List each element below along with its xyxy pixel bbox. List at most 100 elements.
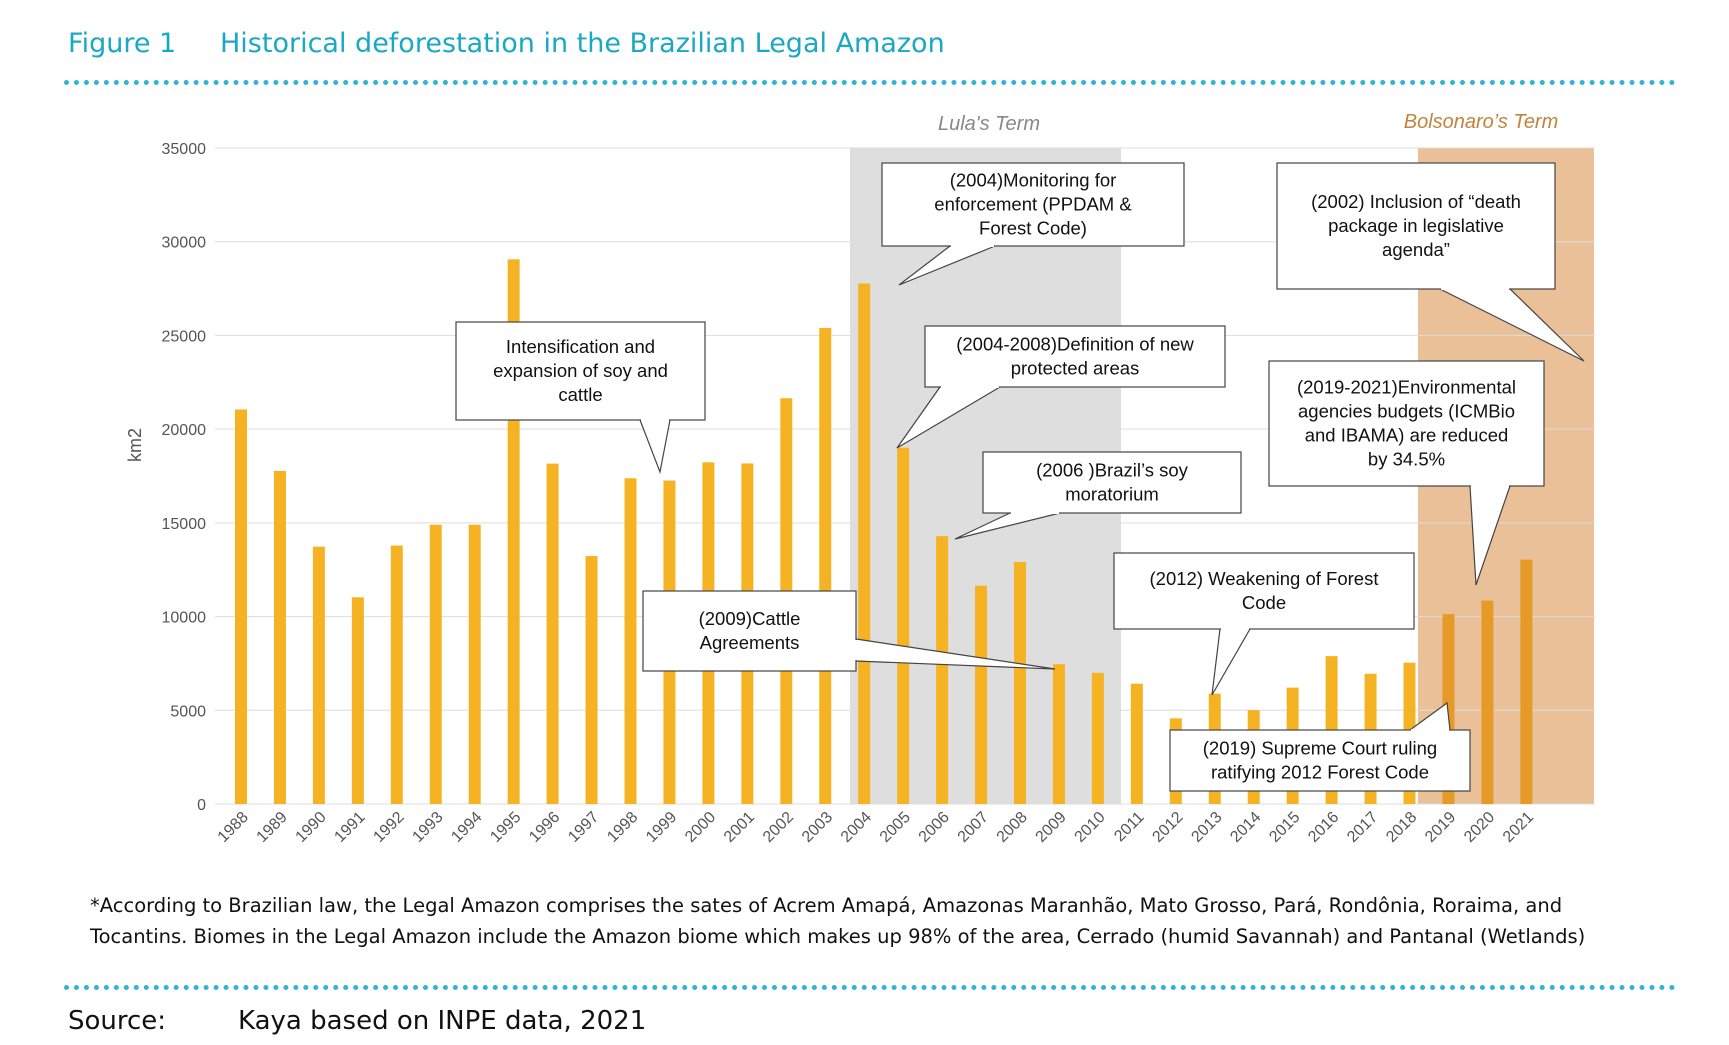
footnote: *According to Brazilian law, the Legal A…: [90, 890, 1690, 952]
bar-1991: [351, 597, 364, 804]
x-tick-label: 2021: [1500, 809, 1537, 846]
bar-2010: [1091, 672, 1104, 804]
x-tick-label: 1997: [565, 809, 602, 846]
x-tick-label: 2013: [1188, 809, 1225, 846]
bar-2006: [936, 536, 949, 804]
callout-text-cattle: Agreements: [700, 632, 800, 653]
figure-title: Historical deforestation in the Brazilia…: [220, 28, 945, 59]
x-tick-label: 2004: [838, 809, 875, 846]
x-tick-label: 2012: [1149, 809, 1186, 846]
callout-text-budgets: (2019-2021)Environmental: [1297, 377, 1516, 398]
x-tick-label: 2018: [1383, 809, 1420, 846]
x-tick-label: 2007: [955, 809, 992, 846]
x-tick-label: 2003: [799, 809, 836, 846]
figure-header: Figure 1 Historical deforestation in the …: [68, 28, 945, 59]
x-tick-label: 1992: [370, 809, 407, 846]
callout-text-ppdam: enforcement (PPDAM &: [934, 194, 1132, 215]
x-tick-label: 2001: [721, 809, 758, 846]
period-label-0: Lula's Term: [938, 113, 1040, 135]
callout-text-protected: (2004-2008)Definition of new: [956, 334, 1194, 355]
bar-2009: [1052, 664, 1065, 804]
source-text: Kaya based on INPE data, 2021: [238, 1006, 647, 1036]
x-tick-label: 2016: [1305, 809, 1342, 846]
callout-text-supreme: (2019) Supreme Court ruling: [1203, 738, 1437, 759]
callout-box-cattle: [642, 590, 857, 672]
footnote-line-1: *According to Brazilian law, the Legal A…: [90, 894, 1563, 917]
callout-text-weakening: (2012) Weakening of Forest: [1150, 568, 1379, 589]
y-tick-label: 15000: [162, 516, 207, 533]
callout-box-supreme: [1169, 729, 1471, 792]
x-tick-label: 1991: [331, 809, 368, 846]
bar-1997: [585, 556, 598, 804]
callout-text-soy: Intensification and: [506, 336, 655, 357]
callout-box-budgets: [1268, 360, 1545, 487]
callout-text-budgets: and IBAMA) are reduced: [1305, 425, 1509, 446]
bar-2021: [1520, 559, 1533, 804]
x-tick-label: 2006: [916, 809, 953, 846]
callout-text-weakening: Code: [1242, 592, 1286, 613]
x-tick-label: 2002: [760, 809, 797, 846]
bar-1993: [429, 524, 442, 804]
y-tick-label: 35000: [162, 141, 207, 158]
x-tick-label: 2017: [1344, 809, 1381, 846]
bar-2005: [897, 447, 910, 804]
x-tick-label: 2011: [1111, 809, 1147, 845]
x-tick-label: 2019: [1422, 809, 1459, 846]
bar-2011: [1130, 683, 1143, 804]
figure-number: Figure 1: [68, 28, 177, 59]
x-tick-label: 1999: [643, 809, 680, 846]
x-tick-label: 2010: [1072, 809, 1109, 846]
x-tick-label: 1996: [526, 809, 563, 846]
footnote-line-2: Tocantins. Biomes in the Legal Amazon in…: [90, 925, 1586, 948]
callout-box-death: [1276, 162, 1556, 290]
callout-box-ppdam: [881, 162, 1185, 247]
bar-2004: [858, 283, 871, 804]
bar-2007: [975, 585, 988, 804]
y-tick-label: 25000: [162, 328, 207, 345]
y-tick-label: 0: [197, 797, 206, 814]
callout-box-weakening: [1113, 552, 1415, 630]
callout-box-protected: [924, 325, 1226, 388]
callout-text-ppdam: Forest Code): [979, 218, 1087, 239]
y-tick-label: 30000: [162, 235, 207, 252]
bottom-dotted-divider: [64, 985, 1676, 990]
callout-pointer-soy: [639, 419, 671, 475]
period-label-1: Bolsonaro’s Term: [1404, 111, 1559, 133]
top-dotted-divider: [64, 80, 1676, 85]
source-label: Source:: [68, 1006, 167, 1036]
bar-1990: [312, 546, 325, 804]
x-tick-label: 1990: [293, 809, 330, 846]
bar-1996: [546, 463, 559, 804]
callout-text-soy: cattle: [558, 384, 602, 405]
y-axis-label: km2: [125, 428, 145, 462]
bar-1989: [273, 470, 286, 804]
callout-box-moratorium: [982, 451, 1242, 514]
callout-text-soy: expansion of soy and: [493, 360, 668, 381]
x-tick-label: 2015: [1266, 809, 1303, 846]
callout-text-protected: protected areas: [1011, 358, 1140, 379]
deforestation-bar-chart: Lula's Term Bolsonaro’s Term 0 5000 10000 150…: [125, 111, 1595, 846]
source-line: Source: Kaya based on INPE data, 2021: [68, 1006, 646, 1036]
bar-2008: [1014, 562, 1026, 804]
x-tick-label: 1993: [409, 809, 446, 846]
x-tick-label: 2009: [1033, 809, 1070, 846]
callout-text-death: (2002) Inclusion of “death: [1311, 191, 1521, 212]
y-tick-label: 20000: [162, 422, 207, 439]
callout-text-ppdam: (2004)Monitoring for: [950, 170, 1117, 191]
y-tick-label: 5000: [170, 703, 206, 720]
x-tick-label: 1998: [604, 809, 641, 846]
bar-1998: [624, 478, 637, 804]
bar-1994: [468, 524, 481, 804]
y-tick-label: 10000: [162, 610, 207, 627]
x-tick-label: 1995: [487, 809, 524, 846]
callout-box-soy: [455, 321, 706, 421]
callout-text-death: agenda”: [1382, 239, 1450, 260]
x-tick-label: 2014: [1227, 809, 1264, 846]
bar-2003: [819, 327, 832, 804]
callout-text-cattle: (2009)Cattle: [699, 608, 801, 629]
x-tick-label: 1988: [215, 809, 252, 846]
bar-1988: [235, 409, 247, 804]
x-tick-label: 2000: [682, 809, 719, 846]
callout-text-moratorium: moratorium: [1065, 484, 1159, 505]
callout-text-budgets: by 34.5%: [1368, 449, 1445, 470]
